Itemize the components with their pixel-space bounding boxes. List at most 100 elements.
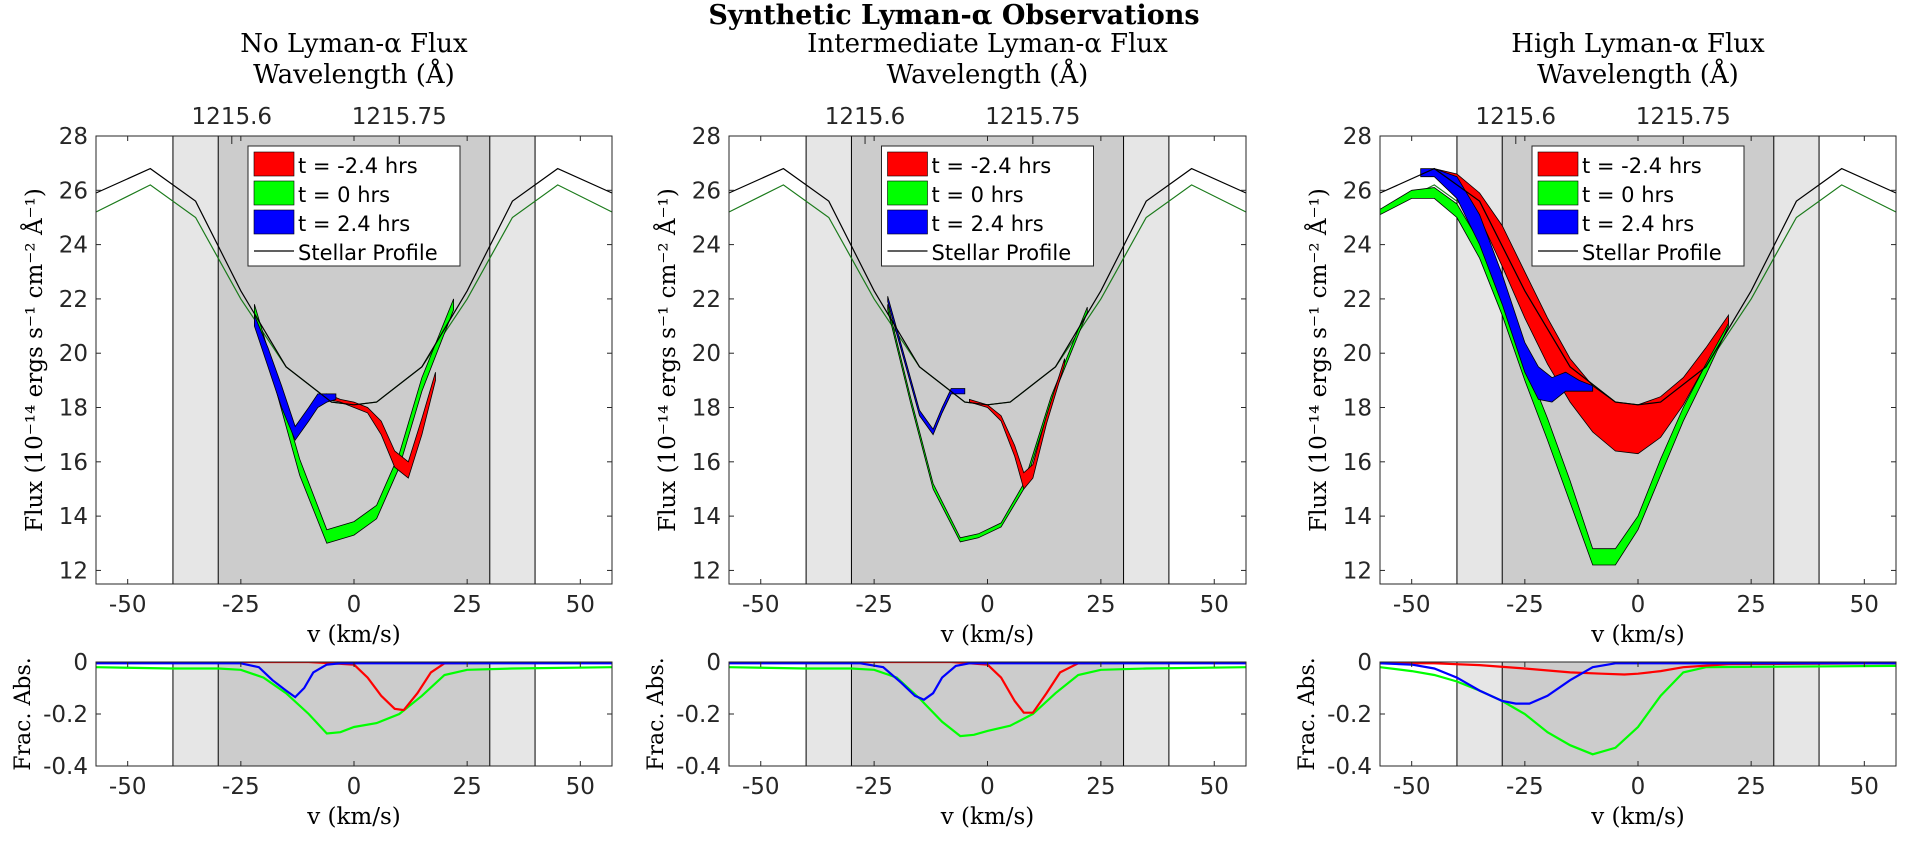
x-tick-label: -50 bbox=[1393, 774, 1431, 800]
y-tick-label: 12 bbox=[1343, 558, 1372, 584]
panel-bottom-left: -50 -25 0 25 50 0 -0.2 -0.4 v (km/s) Frac. Abs. bbox=[11, 650, 613, 830]
legend-swatch-green bbox=[887, 180, 928, 206]
y-axis-label: Frac. Abs. bbox=[644, 657, 669, 770]
x-tick-label: -50 bbox=[109, 592, 147, 618]
y-tick-label: 16 bbox=[1343, 450, 1372, 476]
legend-entry-label: t = -2.4 hrs bbox=[298, 154, 418, 178]
x-tick-label: -25 bbox=[222, 592, 260, 618]
panel-bottom-right: -50 -25 0 25 50 0 -0.2 -0.4 v (km/s) Frac. Abs. bbox=[1295, 650, 1897, 830]
x-axis-label: v (km/s) bbox=[306, 622, 401, 648]
x-tick-label: 50 bbox=[1200, 592, 1229, 618]
y-tick-label: 28 bbox=[59, 124, 88, 150]
plot-data-layer bbox=[729, 662, 1246, 738]
legend-entry-label: Stellar Profile bbox=[932, 241, 1072, 265]
flux-band-blue bbox=[254, 315, 337, 441]
x-tick-label: -25 bbox=[855, 774, 893, 800]
legend-entry-label: t = 2.4 hrs bbox=[932, 212, 1044, 236]
y-tick-label: 20 bbox=[692, 341, 721, 367]
y-tick-label: -0.4 bbox=[676, 754, 721, 780]
plot-data-layer bbox=[729, 167, 1246, 543]
legend-entry-label: Stellar Profile bbox=[1582, 241, 1722, 265]
top-axis-tick-label: 1215.6 bbox=[192, 104, 272, 130]
y-tick-label: 22 bbox=[1343, 287, 1372, 313]
y-tick-label: 22 bbox=[692, 287, 721, 313]
legend-swatch-blue bbox=[887, 209, 928, 235]
y-tick-label: 18 bbox=[59, 396, 88, 422]
x-tick-label: 0 bbox=[1631, 592, 1646, 618]
shaded-region-inner bbox=[218, 662, 490, 766]
legend-entry-label: t = 2.4 hrs bbox=[298, 212, 410, 236]
x-tick-label: -25 bbox=[1506, 774, 1544, 800]
absorption-line-blue bbox=[96, 662, 612, 699]
x-tick-label: -50 bbox=[109, 774, 147, 800]
y-tick-label: 24 bbox=[692, 233, 721, 259]
legend: t = -2.4 hrs t = 0 hrs t = 2.4 hrs Stellar … bbox=[1531, 145, 1745, 267]
panel-title: No Lyman-α Flux bbox=[240, 29, 468, 59]
flux-band-red bbox=[969, 358, 1065, 490]
panel-bottom-middle: -50 -25 0 25 50 0 -0.2 -0.4 v (km/s) Frac. Abs. bbox=[644, 650, 1247, 830]
legend-entry-label: t = 0 hrs bbox=[932, 183, 1024, 207]
y-tick-label: 26 bbox=[1343, 178, 1372, 204]
legend-swatch-red bbox=[1537, 151, 1579, 177]
legend-entry-label: t = 2.4 hrs bbox=[1582, 212, 1694, 236]
stellar-profile-line bbox=[96, 167, 612, 406]
y-tick-label: 20 bbox=[1343, 341, 1372, 367]
x-tick-label: -50 bbox=[1393, 592, 1431, 618]
x-tick-label: 25 bbox=[1086, 592, 1115, 618]
y-tick-label: 26 bbox=[59, 178, 88, 204]
y-tick-label: 24 bbox=[1343, 233, 1372, 259]
y-tick-label: -0.4 bbox=[1327, 754, 1372, 780]
figure-suptitle: Synthetic Lyman-α Observations bbox=[708, 0, 1200, 31]
legend: t = -2.4 hrs t = 0 hrs t = 2.4 hrs Stellar … bbox=[247, 145, 461, 267]
flux-band-blue bbox=[1420, 168, 1594, 403]
y-tick-label: 14 bbox=[59, 504, 88, 530]
x-axis-label: v (km/s) bbox=[306, 804, 401, 830]
y-tick-label: 26 bbox=[692, 178, 721, 204]
stellar-profile-line bbox=[729, 167, 1246, 406]
panel-top-left: -50 -25 0 25 50 12 14 16 18 20 22 24 26 28 v (km/s) Flu… bbox=[20, 29, 613, 648]
y-tick-label: -0.4 bbox=[43, 754, 88, 780]
absorption-line-green bbox=[96, 666, 612, 735]
top-axis-label: Wavelength (Å) bbox=[253, 58, 455, 90]
x-tick-label: 25 bbox=[1737, 592, 1766, 618]
x-axis-label: v (km/s) bbox=[1590, 622, 1685, 648]
absorption-line-blue bbox=[729, 662, 1246, 701]
y-axis-label: Flux (10⁻¹⁴ ergs s⁻¹ cm⁻² Å⁻¹) bbox=[1304, 188, 1332, 532]
plot-data-layer bbox=[96, 662, 612, 735]
y-tick-label: 16 bbox=[59, 450, 88, 476]
plot-data-layer bbox=[1380, 167, 1896, 566]
y-tick-label: 18 bbox=[1343, 396, 1372, 422]
absorption-line-green bbox=[729, 666, 1246, 738]
legend-swatch-blue bbox=[253, 209, 295, 235]
x-tick-label: 0 bbox=[347, 774, 362, 800]
x-tick-label: 0 bbox=[347, 592, 362, 618]
y-axis-label: Frac. Abs. bbox=[1295, 657, 1320, 770]
legend-swatch-red bbox=[887, 151, 928, 177]
x-axis-label: v (km/s) bbox=[940, 804, 1035, 830]
legend-entry-label: t = 0 hrs bbox=[1582, 183, 1674, 207]
y-tick-label: 22 bbox=[59, 287, 88, 313]
flux-band-green bbox=[254, 298, 454, 544]
y-tick-label: 14 bbox=[1343, 504, 1372, 530]
top-axis-tick-label: 1215.75 bbox=[985, 104, 1080, 130]
y-axis-label: Flux (10⁻¹⁴ ergs s⁻¹ cm⁻² Å⁻¹) bbox=[20, 188, 48, 532]
x-tick-label: -25 bbox=[855, 592, 893, 618]
top-axis-tick-label: 1215.6 bbox=[825, 104, 905, 130]
x-tick-label: 50 bbox=[1850, 774, 1879, 800]
x-tick-label: 0 bbox=[1631, 774, 1646, 800]
y-tick-label: 12 bbox=[59, 558, 88, 584]
legend-swatch-green bbox=[253, 180, 295, 206]
y-tick-label: 24 bbox=[59, 233, 88, 259]
absorption-line-red bbox=[1380, 662, 1896, 676]
legend-swatch-red bbox=[253, 151, 295, 177]
x-tick-label: 0 bbox=[980, 774, 995, 800]
legend-entry-label: t = -2.4 hrs bbox=[1582, 154, 1702, 178]
panel-title: High Lyman-α Flux bbox=[1511, 29, 1765, 59]
x-tick-label: 0 bbox=[980, 592, 995, 618]
plot-data-layer bbox=[1380, 662, 1896, 756]
shaded-region-inner bbox=[851, 662, 1124, 766]
shaded-region-inner bbox=[1502, 662, 1774, 766]
y-tick-label: 28 bbox=[692, 124, 721, 150]
x-axis-label: v (km/s) bbox=[940, 622, 1035, 648]
